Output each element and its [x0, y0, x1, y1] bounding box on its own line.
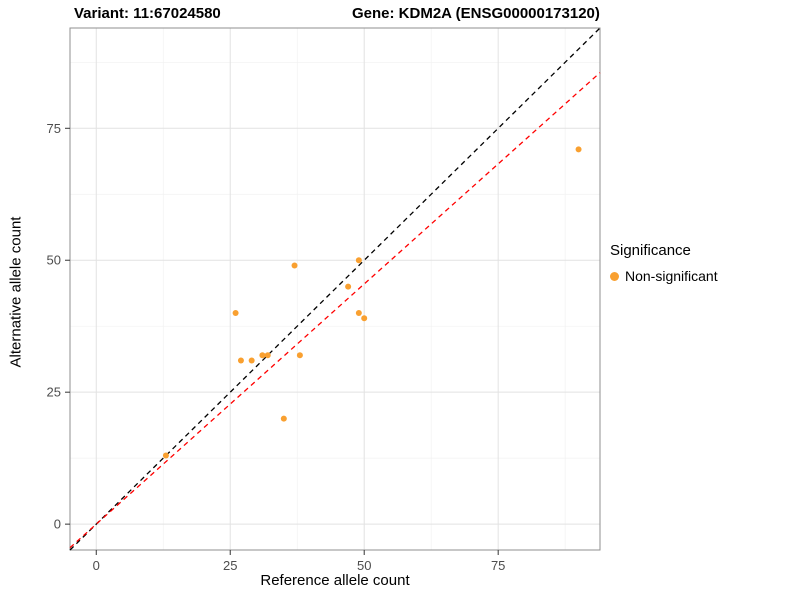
data-point: [291, 262, 298, 269]
data-point: [280, 415, 287, 422]
regression-line: [69, 72, 601, 549]
legend: Significance Non-significant: [610, 242, 718, 284]
panel-border: [69, 27, 601, 551]
data-point: [355, 257, 362, 264]
data-point: [237, 357, 244, 364]
variant-title: Variant: 11:67024580: [74, 5, 221, 22]
x-tick-label: 25: [223, 558, 237, 573]
y-tick-label: 0: [54, 517, 61, 532]
legend-title: Significance: [610, 242, 691, 259]
y-tick-label: 75: [47, 121, 61, 136]
data-point: [162, 452, 169, 459]
x-tick-label: 75: [491, 558, 505, 573]
identity-line: [69, 27, 601, 551]
data-point: [575, 146, 582, 153]
y-tick-label: 25: [47, 385, 61, 400]
legend-item-non-significant: Non-significant: [610, 268, 718, 284]
data-point: [264, 352, 271, 359]
y-tick-label: 50: [47, 253, 61, 268]
x-axis-title: Reference allele count: [260, 572, 410, 589]
data-point: [296, 352, 303, 359]
data-point: [248, 357, 255, 364]
legend-point-icon: [610, 271, 619, 281]
legend-item-label: Non-significant: [625, 268, 718, 284]
data-point: [355, 310, 362, 317]
gene-title: Gene: KDM2A (ENSG00000173120): [352, 5, 600, 22]
y-axis-title: Alternative allele count: [7, 216, 25, 368]
data-point: [345, 283, 352, 290]
x-tick-label: 0: [93, 558, 100, 573]
data-point: [259, 352, 266, 359]
data-point: [361, 315, 368, 322]
data-point: [232, 310, 239, 317]
x-tick-label: 50: [357, 558, 371, 573]
